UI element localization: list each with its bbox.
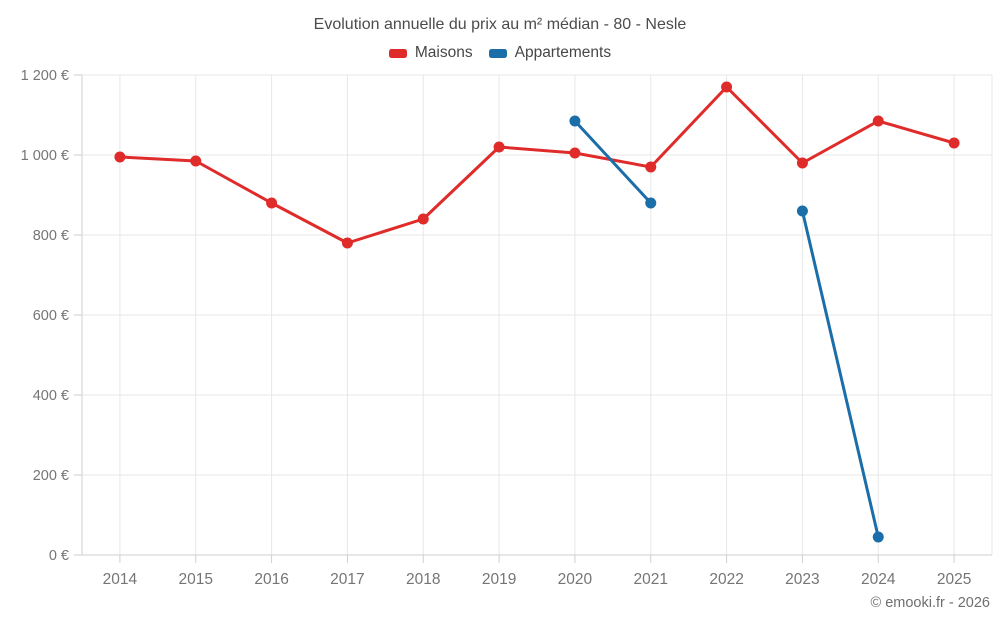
data-point-maisons-2025 <box>948 137 960 149</box>
y-axis-tick-label: 800 € <box>33 228 69 244</box>
x-axis-tick-label: 2023 <box>785 571 819 588</box>
x-axis-tick-label: 2015 <box>179 571 213 588</box>
data-point-appartements-2020 <box>569 115 581 127</box>
chart-title: Evolution annuelle du prix au m² médian … <box>313 16 687 33</box>
data-point-maisons-2019 <box>493 141 505 153</box>
data-point-maisons-2018 <box>417 213 429 225</box>
x-axis-tick-label: 2018 <box>406 571 440 588</box>
legend-item-appartements[interactable]: Appartements <box>488 44 612 62</box>
x-axis-tick-label: 2022 <box>709 571 743 588</box>
attribution: © emooki.fr - 2026 <box>870 595 990 611</box>
legend-item-maisons[interactable]: Maisons <box>388 44 473 62</box>
data-point-maisons-2021 <box>645 161 657 173</box>
data-point-maisons-2016 <box>266 197 278 209</box>
x-axis-tick-label: 2014 <box>103 571 138 588</box>
x-axis-tick-label: 2016 <box>254 571 288 588</box>
x-axis-tick-label: 2021 <box>634 571 668 588</box>
data-point-appartements-2023 <box>796 205 808 217</box>
x-axis-tick-label: 2019 <box>482 571 516 588</box>
y-axis-tick-label: 1 000 € <box>21 148 69 164</box>
y-axis-tick-label: 1 200 € <box>21 68 69 84</box>
legend: Maisons Appartements <box>0 44 1000 62</box>
x-axis-tick-label: 2017 <box>330 571 364 588</box>
data-point-appartements-2024 <box>872 531 884 543</box>
data-point-maisons-2017 <box>341 237 353 249</box>
legend-label-maisons: Maisons <box>414 44 473 61</box>
data-point-maisons-2024 <box>872 115 884 127</box>
y-axis-tick-label: 600 € <box>33 308 69 324</box>
x-axis-tick-label: 2020 <box>558 571 593 588</box>
data-point-maisons-2023 <box>796 157 808 169</box>
y-axis-tick-label: 200 € <box>33 468 69 484</box>
y-axis-tick-label: 0 € <box>49 548 69 564</box>
data-point-maisons-2020 <box>569 147 581 159</box>
data-point-appartements-2021 <box>645 197 657 209</box>
maisons-series-swatch-icon <box>388 48 407 58</box>
appartements-series-swatch-icon <box>488 48 507 58</box>
data-point-maisons-2015 <box>190 155 202 167</box>
x-axis-tick-label: 2024 <box>861 571 896 588</box>
data-point-maisons-2022 <box>721 81 733 93</box>
legend-label-appartements: Appartements <box>514 44 612 61</box>
y-axis-tick-label: 400 € <box>33 388 69 404</box>
data-point-maisons-2014 <box>114 151 126 163</box>
x-axis-tick-label: 2025 <box>937 571 971 588</box>
